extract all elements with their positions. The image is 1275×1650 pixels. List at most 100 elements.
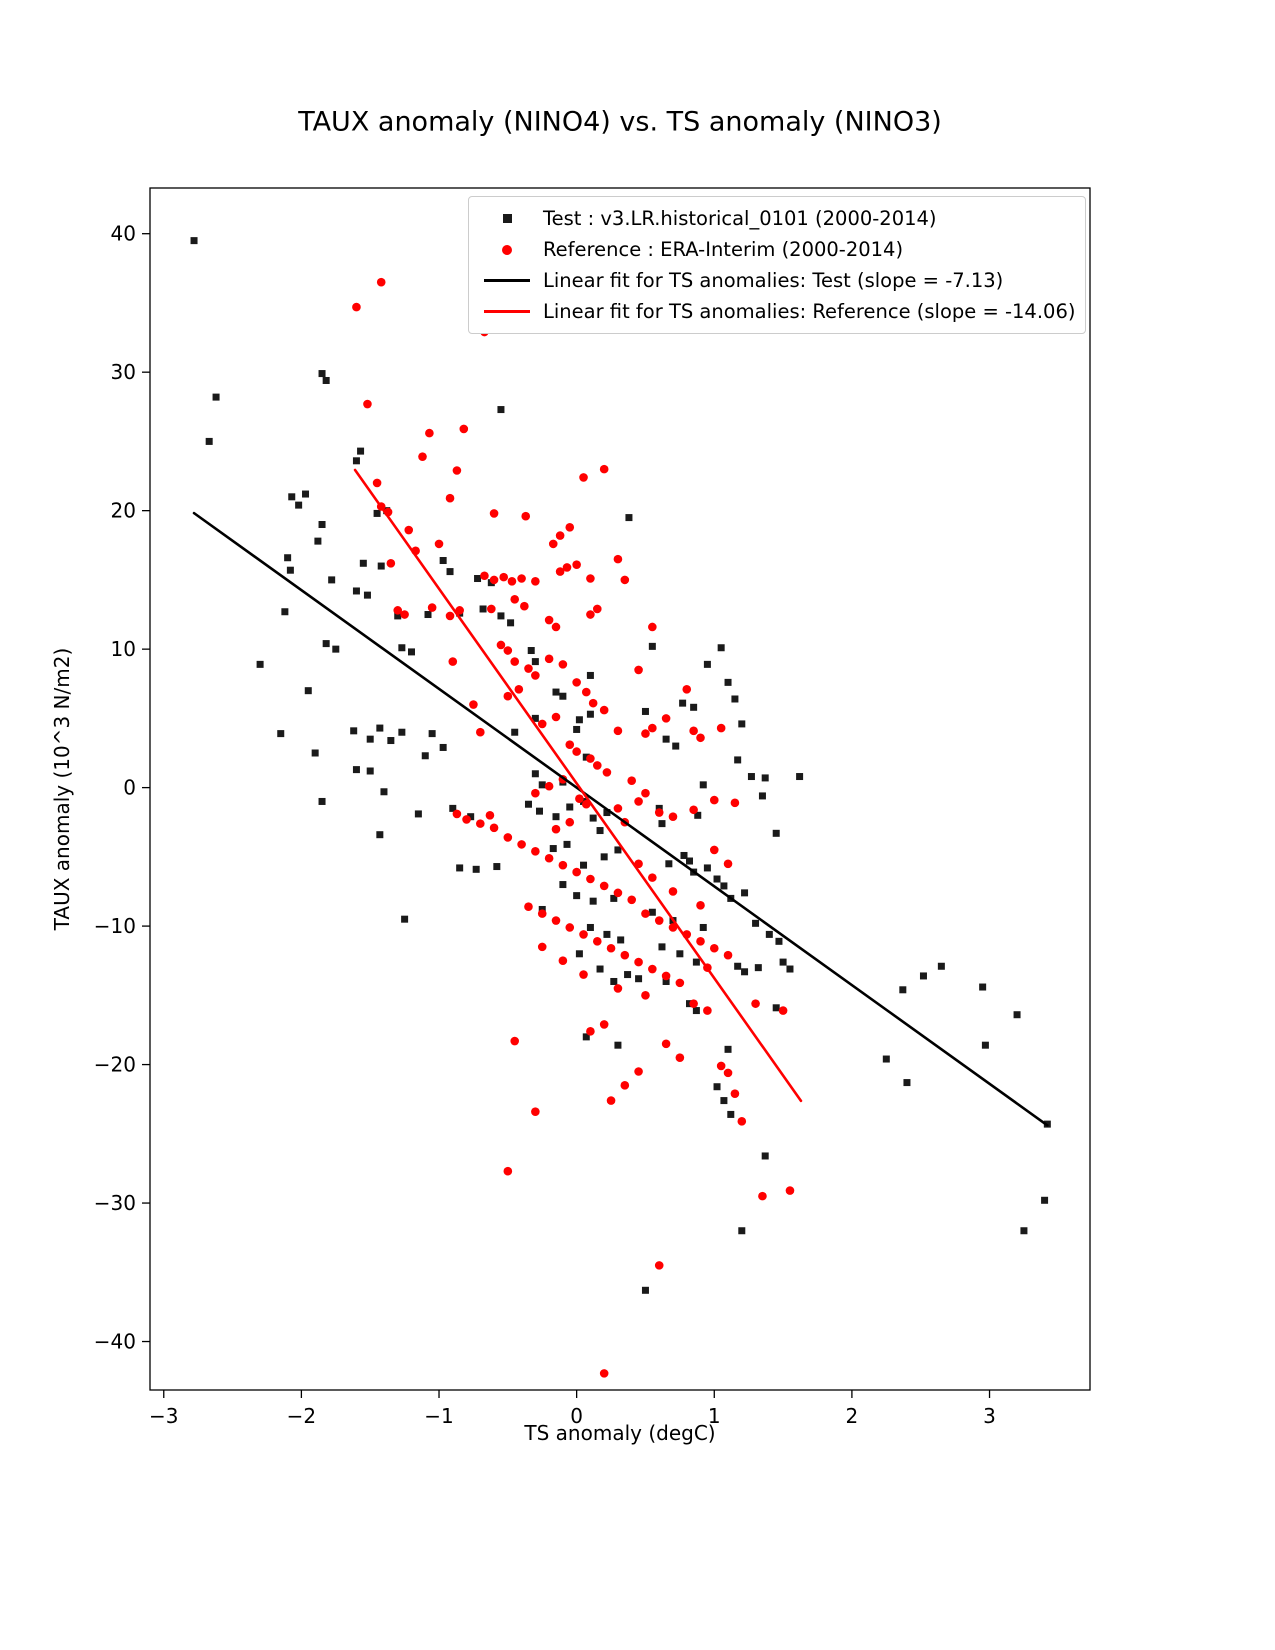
test-point xyxy=(363,591,371,599)
reference-point xyxy=(537,719,547,729)
reference-point xyxy=(613,984,623,993)
test-point xyxy=(394,612,402,620)
legend-handle xyxy=(479,244,535,255)
test-point xyxy=(692,1007,700,1015)
y-tick-label: −20 xyxy=(94,1053,136,1077)
test-point xyxy=(322,376,330,384)
test-point xyxy=(717,644,725,652)
reference-point xyxy=(363,399,372,409)
reference-point xyxy=(641,788,650,798)
reference-point xyxy=(544,781,554,791)
reference-point xyxy=(675,978,685,988)
test-point xyxy=(741,968,749,976)
reference-point xyxy=(675,1053,685,1062)
test-point xyxy=(635,975,643,983)
test-point xyxy=(603,930,611,938)
test-point xyxy=(658,943,666,951)
test-point xyxy=(366,767,374,775)
test-point xyxy=(690,703,698,711)
reference-point xyxy=(654,916,664,925)
reference-point xyxy=(709,845,719,855)
test-point xyxy=(332,645,340,653)
reference-point xyxy=(572,560,581,569)
reference-point xyxy=(654,808,664,817)
test-point xyxy=(456,864,464,872)
test-point xyxy=(575,716,583,724)
test-point xyxy=(318,797,326,805)
test-point xyxy=(524,800,532,808)
reference-point xyxy=(723,950,733,960)
test-point xyxy=(596,827,604,835)
reference-point xyxy=(517,574,526,583)
test-point xyxy=(256,660,264,668)
reference-point xyxy=(592,761,602,770)
test-point xyxy=(1013,1011,1021,1019)
reference-point xyxy=(730,1089,740,1098)
reference-point xyxy=(548,539,558,549)
x-tick-label: −1 xyxy=(424,1404,453,1428)
test-point xyxy=(552,813,560,821)
test-point xyxy=(720,882,728,890)
test-point xyxy=(727,1110,735,1118)
reference-point xyxy=(682,684,692,694)
reference-point xyxy=(620,1081,630,1090)
test-point xyxy=(772,829,780,837)
reference-point xyxy=(599,464,609,474)
reference-point xyxy=(503,833,513,842)
reference-point xyxy=(558,660,568,669)
legend-label-reference-fit: Linear fit for TS anomalies: Reference (… xyxy=(543,300,1076,323)
reference-point xyxy=(372,478,382,488)
test-point xyxy=(531,658,539,666)
test-point xyxy=(734,756,742,764)
test-point xyxy=(398,728,406,736)
test-point xyxy=(610,977,618,985)
legend-item-test: Test : v3.LR.historical_0101 (2000-2014) xyxy=(479,205,1075,232)
reference-point xyxy=(696,733,705,743)
test-point xyxy=(761,774,769,782)
reference-point xyxy=(544,615,554,625)
legend-item-reference: Reference : ERA-Interim (2000-2014) xyxy=(479,236,1075,263)
test-point xyxy=(322,640,330,648)
x-tick-label: 0 xyxy=(570,1404,583,1428)
reference-point xyxy=(510,1036,520,1046)
reference-point xyxy=(730,798,740,808)
reference-point xyxy=(452,809,462,819)
reference-point xyxy=(418,452,427,461)
test-point xyxy=(676,950,684,958)
test-point xyxy=(648,642,656,650)
test-point xyxy=(302,490,310,498)
reference-point xyxy=(352,302,361,312)
test-point xyxy=(625,514,633,522)
test-point xyxy=(713,875,721,883)
reference-point xyxy=(634,957,643,967)
reference-point xyxy=(445,611,455,621)
test-point xyxy=(699,923,707,931)
test-point xyxy=(527,647,535,655)
legend-handle xyxy=(479,214,535,223)
test-point xyxy=(624,971,632,979)
reference-fit-line xyxy=(353,468,803,1103)
reference-point xyxy=(445,493,455,503)
legend-item-test-fit: Linear fit for TS anomalies: Test (slope… xyxy=(479,267,1075,294)
test-point xyxy=(531,770,539,778)
test-point xyxy=(752,919,760,927)
test-point xyxy=(549,845,557,853)
test-fit-legend-line-icon xyxy=(484,279,530,282)
test-point xyxy=(497,406,505,414)
test-point xyxy=(747,773,755,781)
test-point xyxy=(497,612,505,620)
reference-point xyxy=(558,860,568,870)
reference-point xyxy=(592,937,602,946)
reference-point xyxy=(425,428,434,438)
test-point xyxy=(775,937,783,945)
reference-point xyxy=(641,909,650,918)
reference-point xyxy=(716,723,726,733)
test-point xyxy=(614,846,622,854)
test-point xyxy=(479,605,487,613)
reference-point xyxy=(641,729,650,738)
reference-point xyxy=(551,712,561,722)
reference-point xyxy=(572,678,581,687)
reference-point xyxy=(778,1006,788,1015)
